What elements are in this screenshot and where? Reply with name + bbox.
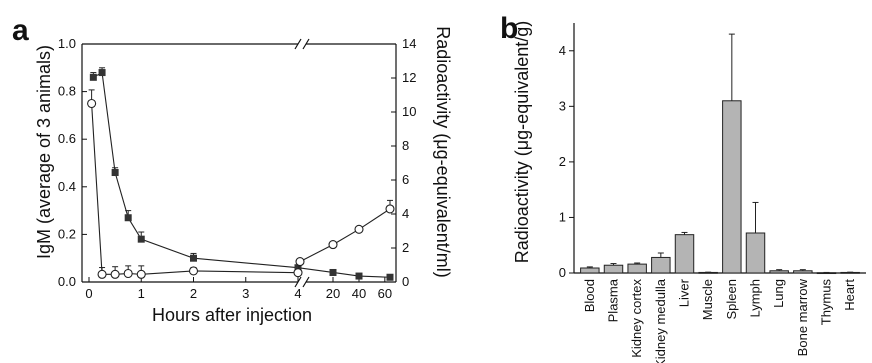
panel-b-bar [722, 100, 742, 274]
panel-a-x-tick-label: 3 [242, 286, 249, 301]
panel-a-left-tick-label: 0.8 [58, 84, 76, 99]
panel-b-category-label: Liver [677, 278, 692, 307]
panel-b-y-tick-label: 4 [559, 43, 566, 58]
panel-a-square-marker [137, 235, 145, 243]
panel-a-right-tick-label: 4 [402, 206, 409, 221]
panel-a-square-marker [124, 214, 132, 222]
panel-b-category-label: Lung [771, 279, 786, 308]
panel-b-category-label: Heart [842, 279, 857, 311]
panel-b-category-label: Kidney cortex [629, 279, 644, 358]
panel-b-bar [674, 234, 695, 274]
panel-b-plot: 0 1 2 3 4 Blood Plasma Kidney cortex Kidney medu… [559, 23, 866, 363]
panel-a-x-tick-label: 20 [326, 286, 340, 301]
panel-a-x-tick-label: 0 [85, 286, 92, 301]
panel-a-square-marker [111, 169, 119, 177]
panel-a-x-tick-label: 60 [378, 286, 392, 301]
panel-a-right-tick-label: 0 [402, 274, 409, 289]
panel-b-category-label: Plasma [606, 278, 621, 322]
panel-a-right-tick-label: 8 [402, 138, 409, 153]
panel-a-circle-marker [354, 224, 364, 234]
panel-a-right-tick-label: 14 [402, 36, 416, 51]
panel-a-right-tick-label: 2 [402, 240, 409, 255]
panel-a-right-tick-label: 12 [402, 70, 416, 85]
panel-a-square-marker [386, 273, 394, 281]
panel-a-square-marker [329, 268, 337, 276]
panel-a-circle-marker [328, 240, 338, 250]
panel-label-b: b [500, 12, 518, 45]
panel-b-bar [745, 232, 766, 274]
panel-a-circle-marker [123, 268, 133, 279]
panel-a-left-tick-label: 0.4 [58, 179, 76, 194]
panel-a-xlabel: Hours after injection [152, 305, 312, 325]
panel-b-bar [769, 270, 789, 274]
panel-a-axis-break-mark [302, 276, 310, 288]
panel-a-circle-marker [385, 204, 395, 214]
panel-a-square-marker [190, 254, 197, 262]
panel-a-circle-marker [136, 269, 146, 279]
panel-b-ylabel: Radioactivity (μg-equivalent/g) [512, 21, 532, 263]
panel-b-y-tick-label: 1 [559, 209, 566, 224]
panel-b-category-label: Spleen [724, 279, 739, 319]
panel-a-circle-marker [188, 266, 199, 276]
panel-b-bar [603, 264, 624, 274]
panel-a-square-marker [294, 264, 302, 272]
panel-a-ylabel-left: IgM (average of 3 animals) [34, 45, 54, 259]
panel-b-category-label: Kidney medulla [653, 278, 668, 363]
panel-b-category-label: Thymus [819, 279, 834, 326]
panel-a-left-tick-label: 0.0 [58, 274, 76, 289]
panel-a-circle-marker [97, 269, 107, 279]
panel-a-ylabel-right: Radioactivity (μg-equivalent/ml) [433, 26, 453, 277]
panel-a-square-marker [98, 69, 106, 77]
panel-b-category-label: Muscle [700, 279, 715, 320]
panel-a-circle-marker [87, 98, 97, 109]
panel-b-y-tick-label: 3 [559, 98, 566, 113]
panel-label-a: a [12, 14, 29, 47]
panel-b-y-tick-label: 0 [559, 265, 566, 280]
panel-b-category-label: Lymph [748, 279, 763, 318]
panel-a-left-tick-label: 0.2 [58, 226, 76, 241]
panel-b-category-label: Blood [582, 279, 597, 312]
panel-a-left-tick-label: 1.0 [58, 36, 76, 51]
panel-b-bar [627, 263, 647, 274]
panel-a-square-marker [89, 73, 97, 81]
panel-a-axis-break-mark [294, 38, 302, 50]
panel-b-category-label: Bone marrow [795, 278, 810, 356]
panel-a-x-tick-label: 2 [190, 286, 197, 301]
panel-a-x-tick-label: 1 [138, 286, 145, 301]
panel-a-x-tick-label: 4 [294, 286, 301, 301]
panel-a-left-tick-label: 0.6 [58, 131, 76, 146]
panel-a-x-tick-label: 40 [352, 286, 366, 301]
panel-b-bar [793, 270, 813, 274]
panel-a-circle-marker [293, 268, 303, 278]
panel-a-square-marker [355, 272, 363, 280]
panel-b-bar [651, 256, 671, 274]
panel-a-axis-break-mark [302, 38, 310, 50]
panel-a-right-tick-label: 10 [402, 104, 416, 119]
panel-a-right-tick-label: 6 [402, 172, 409, 187]
panel-a-radioactivity-line [91, 103, 391, 275]
panel-b-bar [580, 267, 600, 274]
panel-a-igm-line [93, 71, 391, 278]
panel-b-y-tick-label: 2 [559, 154, 566, 169]
panel-a-circle-marker [295, 257, 305, 267]
panel-a-circle-marker [110, 269, 120, 279]
